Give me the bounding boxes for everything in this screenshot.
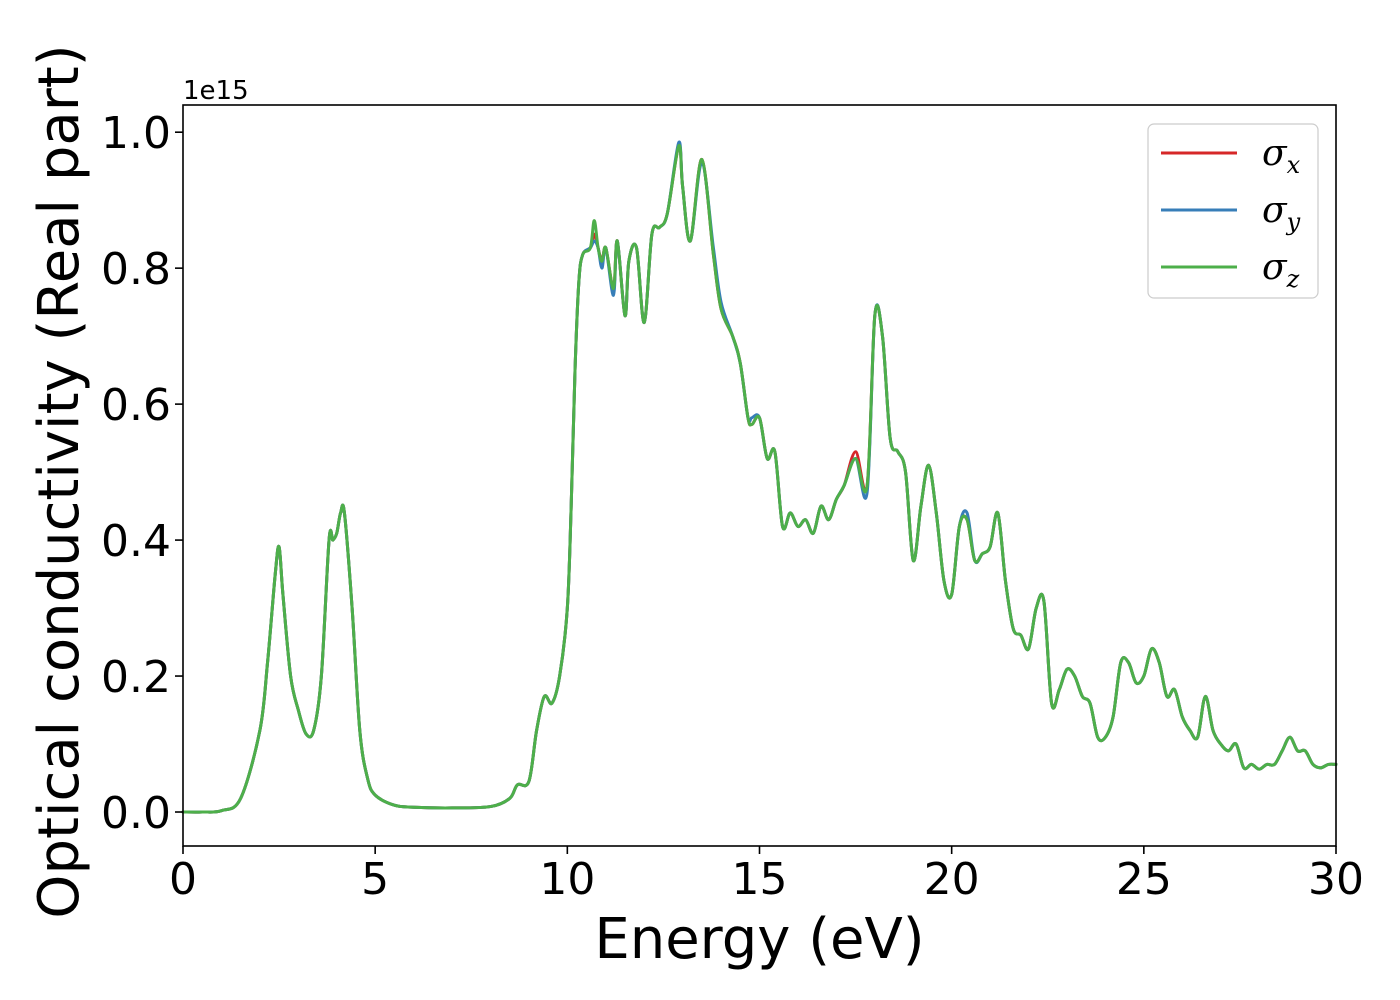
y-tick-label: 0.2 <box>101 652 171 703</box>
y-offset-label: 1e15 <box>183 76 249 106</box>
y-axis-title: Optical conductivity (Real part) <box>27 44 92 918</box>
y-axis: 0.0 0.2 0.4 0.6 0.8 1.0 <box>101 108 183 839</box>
y-tick-label: 0.4 <box>101 516 171 567</box>
x-tick-label: 15 <box>732 854 788 905</box>
x-tick-label: 10 <box>539 854 595 905</box>
x-tick-label: 30 <box>1308 854 1364 905</box>
x-axis: 0 5 10 15 20 25 30 <box>169 846 1364 905</box>
x-tick-label: 0 <box>169 854 197 905</box>
x-tick-label: 20 <box>924 854 980 905</box>
y-tick-label: 0.8 <box>101 244 171 295</box>
y-tick-label: 0.0 <box>101 788 171 839</box>
series-line-z <box>181 144 1338 814</box>
x-tick-label: 25 <box>1116 854 1172 905</box>
y-tick-label: 1.0 <box>101 108 171 159</box>
y-tick-label: 0.6 <box>101 380 171 431</box>
x-axis-title: Energy (eV) <box>594 907 924 972</box>
series-layer <box>181 140 1338 814</box>
x-tick-label: 5 <box>361 854 389 905</box>
